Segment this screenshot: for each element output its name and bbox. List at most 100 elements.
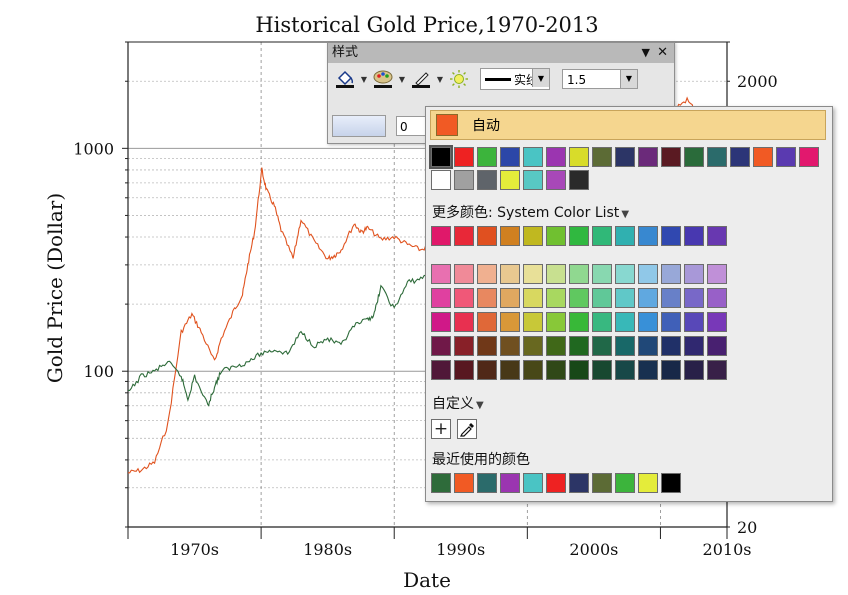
spectrum-swatch[interactable] (477, 226, 497, 246)
line-width-select[interactable]: 1.5 ▼ (562, 69, 638, 89)
spectrum-swatch[interactable] (638, 336, 658, 356)
spectrum-swatch[interactable] (615, 312, 635, 332)
pin-arrow-icon[interactable]: ▼ (641, 46, 650, 59)
spectrum-swatch[interactable] (569, 312, 589, 332)
line-style-dropdown-arrow[interactable]: ▼ (532, 69, 549, 87)
more-colors-label[interactable]: 更多颜色: System Color List ▼ (432, 202, 629, 222)
spectrum-swatch[interactable] (615, 288, 635, 308)
spectrum-swatch[interactable] (431, 312, 451, 332)
spectrum-swatch[interactable] (477, 360, 497, 380)
spectrum-swatch[interactable] (661, 226, 681, 246)
line-style-select[interactable]: 实线 ▼ (480, 68, 550, 90)
spectrum-swatch[interactable] (477, 312, 497, 332)
recent-color-swatch[interactable] (638, 473, 658, 493)
spectrum-swatch[interactable] (684, 226, 704, 246)
spectrum-swatch[interactable] (707, 226, 727, 246)
spectrum-swatch[interactable] (546, 226, 566, 246)
recent-color-swatch[interactable] (500, 473, 520, 493)
spectrum-swatch[interactable] (523, 336, 543, 356)
spectrum-swatch[interactable] (707, 336, 727, 356)
color-swatch[interactable] (454, 147, 474, 167)
color-swatch[interactable] (546, 147, 566, 167)
spectrum-swatch[interactable] (500, 336, 520, 356)
spectrum-swatch[interactable] (500, 312, 520, 332)
spectrum-swatch[interactable] (523, 312, 543, 332)
pen-icon[interactable] (408, 68, 434, 90)
spectrum-swatch[interactable] (684, 288, 704, 308)
spectrum-swatch[interactable] (592, 360, 612, 380)
palette-icon[interactable] (370, 68, 396, 90)
color-swatch[interactable] (753, 147, 773, 167)
spectrum-swatch[interactable] (592, 312, 612, 332)
spectrum-swatch[interactable] (638, 264, 658, 284)
color-swatch[interactable] (638, 147, 658, 167)
spectrum-swatch[interactable] (615, 360, 635, 380)
spectrum-swatch[interactable] (569, 288, 589, 308)
recent-color-swatch[interactable] (569, 473, 589, 493)
spectrum-swatch[interactable] (638, 226, 658, 246)
color-swatch[interactable] (546, 170, 566, 190)
toolbar-titlebar[interactable]: 样式 ▼ ✕ (328, 43, 674, 63)
spectrum-swatch[interactable] (454, 336, 474, 356)
color-swatch[interactable] (707, 147, 727, 167)
spectrum-swatch[interactable] (707, 288, 727, 308)
spectrum-swatch[interactable] (661, 264, 681, 284)
spectrum-swatch[interactable] (569, 226, 589, 246)
spectrum-swatch[interactable] (431, 226, 451, 246)
spectrum-swatch[interactable] (661, 336, 681, 356)
color-swatch[interactable] (523, 147, 543, 167)
spectrum-swatch[interactable] (592, 288, 612, 308)
spectrum-swatch[interactable] (638, 288, 658, 308)
color-swatch[interactable] (615, 147, 635, 167)
fill-color-button[interactable] (332, 115, 386, 137)
fill-dropdown-arrow[interactable]: ▼ (360, 74, 368, 84)
spectrum-swatch[interactable] (523, 288, 543, 308)
recent-color-swatch[interactable] (661, 473, 681, 493)
color-swatch[interactable] (429, 145, 453, 169)
spectrum-swatch[interactable] (684, 264, 704, 284)
spectrum-swatch[interactable] (431, 360, 451, 380)
spectrum-swatch[interactable] (546, 312, 566, 332)
spectrum-swatch[interactable] (454, 264, 474, 284)
spectrum-swatch[interactable] (592, 226, 612, 246)
eyedropper-icon[interactable] (457, 419, 477, 439)
spectrum-swatch[interactable] (684, 336, 704, 356)
spectrum-swatch[interactable] (707, 360, 727, 380)
spectrum-swatch[interactable] (523, 226, 543, 246)
spectrum-swatch[interactable] (546, 288, 566, 308)
color-swatch[interactable] (661, 147, 681, 167)
spectrum-swatch[interactable] (454, 360, 474, 380)
spectrum-swatch[interactable] (454, 226, 474, 246)
spectrum-swatch[interactable] (569, 360, 589, 380)
color-swatch[interactable] (477, 170, 497, 190)
spectrum-swatch[interactable] (615, 226, 635, 246)
spectrum-swatch[interactable] (592, 336, 612, 356)
spectrum-swatch[interactable] (477, 336, 497, 356)
spectrum-swatch[interactable] (477, 264, 497, 284)
recent-color-swatch[interactable] (454, 473, 474, 493)
spectrum-swatch[interactable] (569, 336, 589, 356)
close-icon[interactable]: ✕ (657, 45, 668, 60)
recent-color-swatch[interactable] (546, 473, 566, 493)
auto-color-option[interactable]: 自动 (430, 110, 826, 140)
recent-color-swatch[interactable] (592, 473, 612, 493)
spectrum-swatch[interactable] (500, 288, 520, 308)
spectrum-swatch[interactable] (638, 360, 658, 380)
color-swatch[interactable] (569, 170, 589, 190)
spectrum-swatch[interactable] (454, 288, 474, 308)
plus-icon[interactable]: + (431, 419, 451, 439)
recent-color-swatch[interactable] (431, 473, 451, 493)
recent-color-swatch[interactable] (477, 473, 497, 493)
spectrum-swatch[interactable] (546, 264, 566, 284)
spectrum-swatch[interactable] (431, 288, 451, 308)
color-swatch[interactable] (799, 147, 819, 167)
color-swatch[interactable] (477, 147, 497, 167)
spectrum-swatch[interactable] (661, 312, 681, 332)
pen-dropdown-arrow[interactable]: ▼ (436, 74, 444, 84)
spectrum-swatch[interactable] (431, 336, 451, 356)
spectrum-swatch[interactable] (638, 312, 658, 332)
spectrum-swatch[interactable] (500, 360, 520, 380)
color-swatch[interactable] (730, 147, 750, 167)
spectrum-swatch[interactable] (684, 312, 704, 332)
spectrum-swatch[interactable] (569, 264, 589, 284)
